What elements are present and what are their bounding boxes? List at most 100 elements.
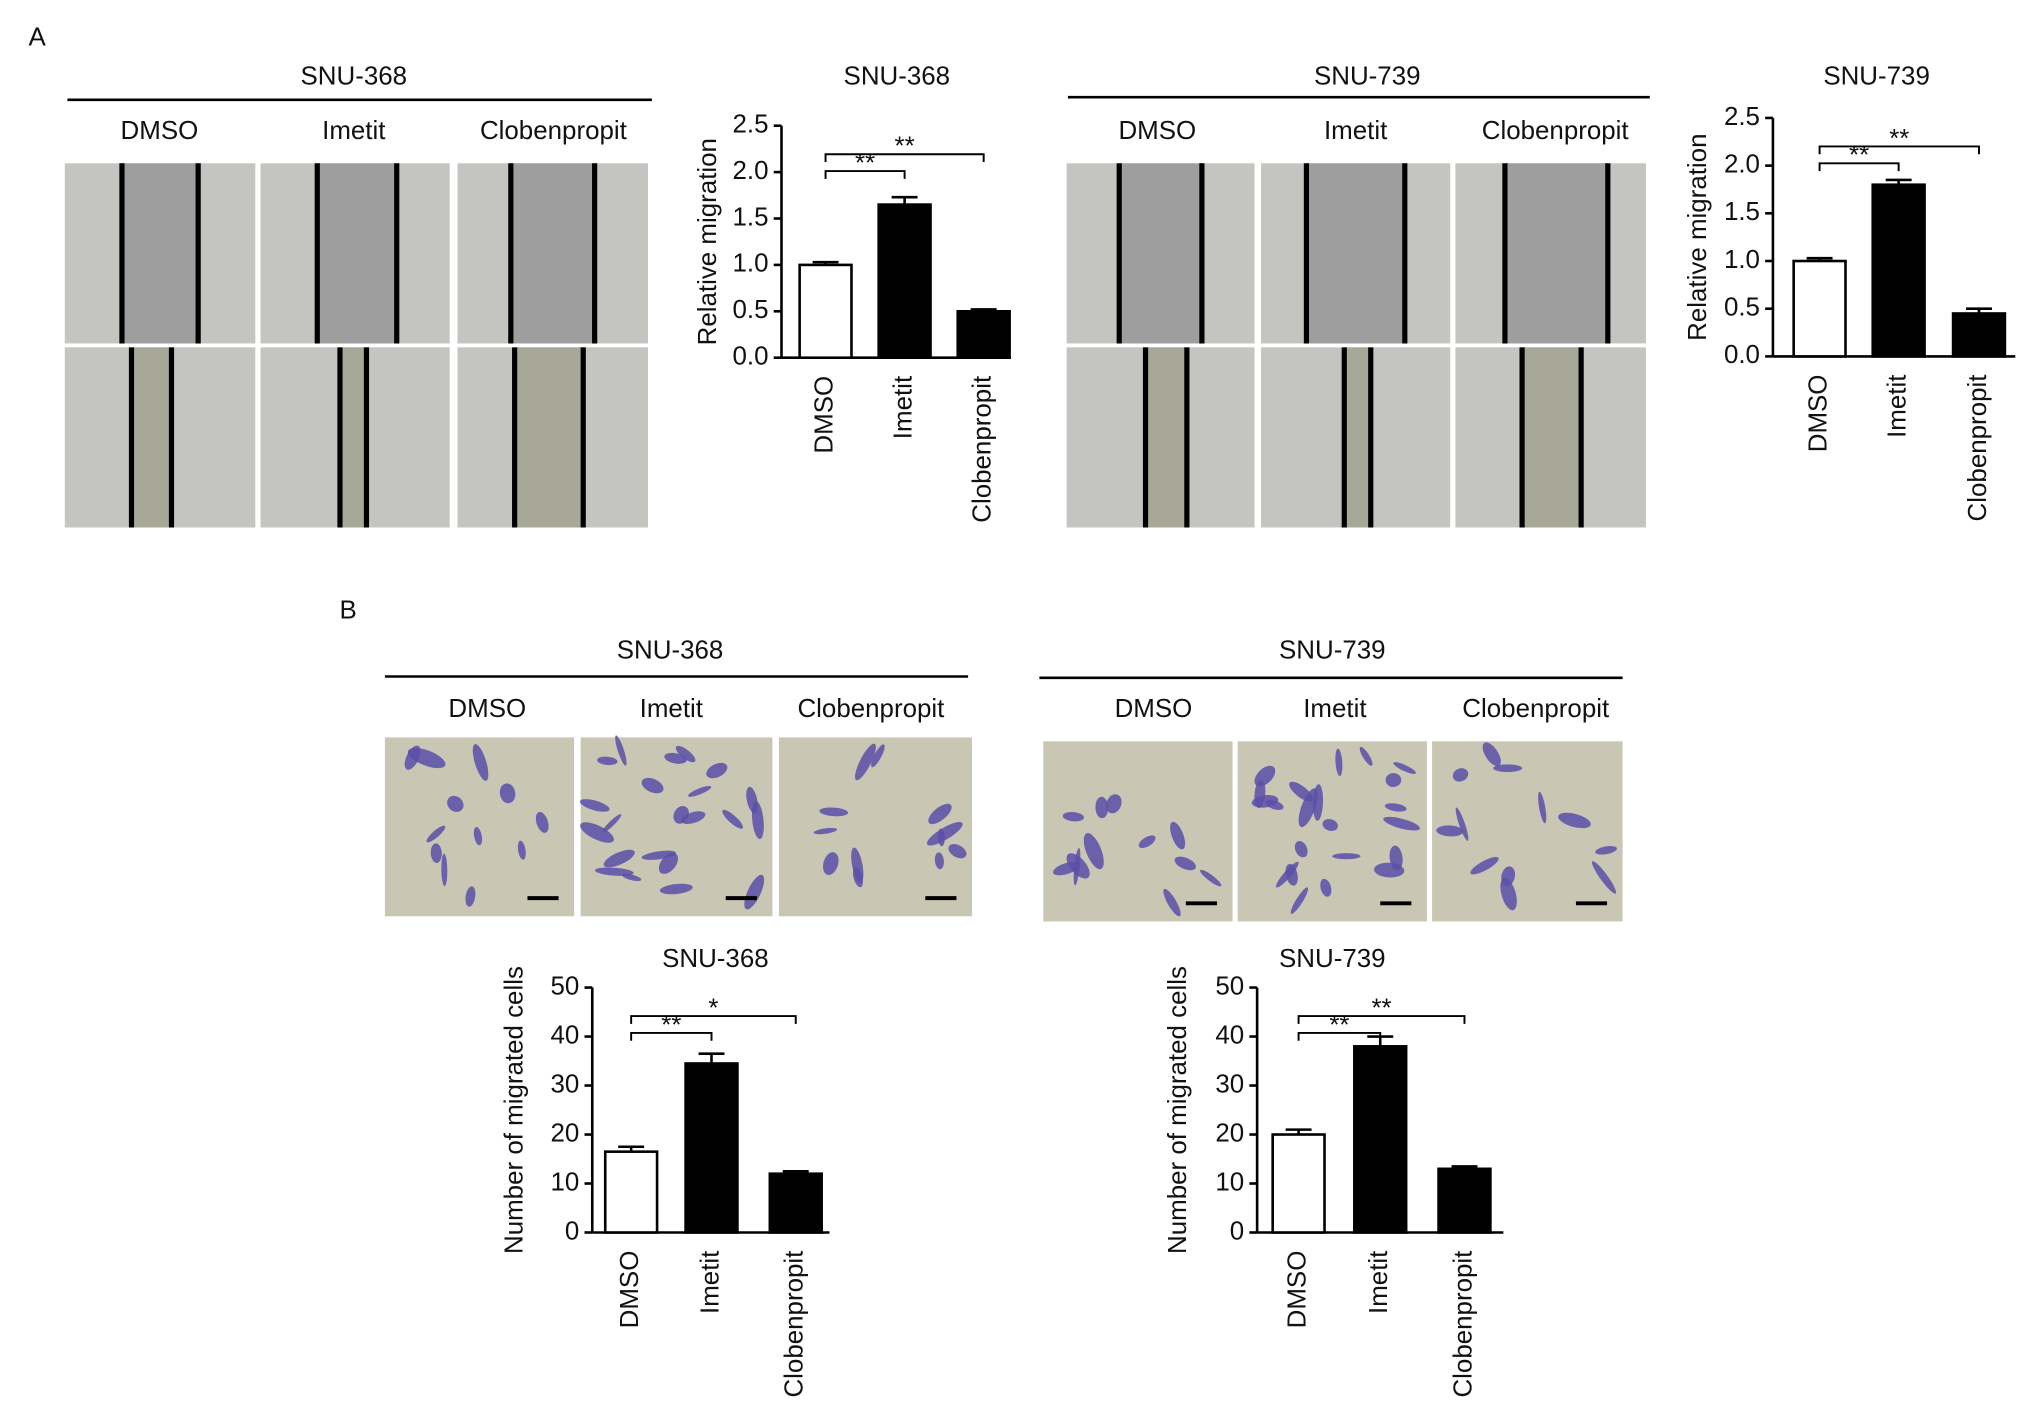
column-label: Clobenpropit	[1482, 117, 1630, 145]
significance-bracket	[824, 170, 906, 179]
stained-cell	[823, 852, 839, 875]
significance-bracket	[1297, 1015, 1466, 1024]
wound-gap	[510, 163, 595, 344]
stained-cell	[1470, 856, 1499, 875]
y-tick-label: 2.0	[1724, 150, 1760, 178]
stained-cell	[1265, 800, 1284, 811]
stained-cell	[594, 867, 634, 876]
y-tick-label: 0.5	[733, 296, 769, 324]
y-tick-label: 2.5	[1724, 103, 1760, 131]
y-tick-label: 20	[550, 1119, 579, 1147]
column-label: DMSO	[1118, 117, 1196, 145]
bar	[1792, 259, 1847, 358]
y-axis-label: Number of migrated cells	[501, 966, 529, 1254]
y-tick-label: 50	[1215, 972, 1244, 1000]
stained-cell	[1332, 853, 1361, 860]
stained-cell	[673, 805, 689, 824]
column-label: Imetit	[1324, 117, 1388, 145]
stained-cell	[1500, 877, 1517, 911]
significance-bracket	[1818, 145, 1980, 155]
y-tick-label: 1.0	[733, 250, 769, 278]
significance-label: **	[1329, 1011, 1349, 1039]
x-tick-label: DMSO	[810, 376, 838, 454]
stained-cell	[1106, 794, 1122, 814]
stained-cell	[1538, 791, 1547, 824]
chart-title: SNU-368	[844, 63, 951, 91]
stained-cell	[928, 803, 952, 825]
stained-cell	[664, 752, 687, 764]
stained-cell	[579, 799, 610, 812]
chart-title: SNU-739	[1279, 945, 1386, 973]
panel-label: B	[340, 597, 357, 625]
y-tick-label: 30	[550, 1070, 579, 1098]
stained-cell	[722, 809, 744, 829]
stained-cell	[472, 743, 489, 781]
bar	[684, 1062, 739, 1234]
stained-cell	[404, 745, 421, 770]
stained-cell	[1276, 861, 1299, 888]
stained-cell	[1163, 888, 1181, 917]
column-label: DMSO	[1115, 695, 1193, 723]
stained-cell	[706, 762, 728, 779]
stained-cell	[813, 827, 838, 835]
stained-cell	[1170, 821, 1186, 850]
wound-gap	[1344, 347, 1371, 528]
significance-label: **	[1849, 142, 1869, 170]
stained-cell	[751, 801, 764, 840]
stained-cell	[1359, 746, 1373, 766]
stained-cell	[934, 852, 944, 870]
stained-cell	[1312, 784, 1324, 821]
y-tick-label: 2.0	[733, 157, 769, 185]
stained-cell	[602, 814, 622, 833]
column-label: Clobenpropit	[797, 695, 945, 723]
bar	[877, 203, 932, 359]
stained-cell	[1066, 853, 1090, 879]
bar	[603, 1150, 659, 1234]
column-label: Imetit	[640, 695, 704, 723]
y-tick-label: 1.5	[733, 203, 769, 231]
column-label: Imetit	[322, 117, 386, 145]
y-tick-label: 10	[1215, 1168, 1244, 1196]
micrograph	[1043, 741, 1233, 922]
stained-cell	[658, 852, 679, 874]
x-tick-label: DMSO	[616, 1251, 644, 1329]
stained-cell	[1385, 773, 1402, 788]
y-tick-label: 40	[550, 1021, 579, 1049]
micrograph	[778, 737, 972, 917]
stained-cell	[1591, 861, 1617, 894]
stained-cell	[1493, 764, 1523, 773]
column-label: Imetit	[1303, 695, 1367, 723]
stained-cell	[603, 849, 635, 868]
y-tick-label: 40	[1215, 1021, 1244, 1049]
significance-label: *	[708, 994, 718, 1022]
y-axis-label: Number of migrated cells	[1164, 966, 1192, 1254]
significance-label: **	[895, 133, 915, 161]
bar	[768, 1172, 823, 1234]
y-tick-label: 20	[1215, 1119, 1244, 1147]
y-tick-label: 10	[550, 1168, 579, 1196]
stained-cell	[426, 825, 446, 843]
stained-cell	[1322, 818, 1338, 831]
wound-gap	[1306, 163, 1405, 344]
panel-label: A	[29, 24, 47, 52]
significance-bracket	[1297, 1031, 1382, 1041]
stained-cell	[1138, 835, 1156, 849]
significance-bracket	[630, 1031, 713, 1041]
x-tick-label: Clobenpropit	[1449, 1250, 1477, 1398]
column-label: Clobenpropit	[1462, 695, 1610, 723]
stained-cell	[819, 807, 849, 817]
stained-cell	[1455, 807, 1469, 841]
y-tick-label: 2.5	[733, 111, 769, 139]
group-title: SNU-739	[1279, 637, 1386, 665]
x-tick-label: Imetit	[889, 375, 917, 439]
y-tick-label: 0	[1230, 1217, 1244, 1245]
wound-gap	[121, 163, 199, 344]
significance-bracket	[630, 1015, 797, 1024]
stained-cell	[1452, 768, 1469, 782]
chart-title: SNU-368	[662, 945, 769, 973]
stained-cell	[1290, 887, 1309, 914]
stained-cell	[1501, 866, 1516, 887]
stained-cell	[499, 783, 516, 804]
y-tick-label: 1.5	[1724, 198, 1760, 226]
